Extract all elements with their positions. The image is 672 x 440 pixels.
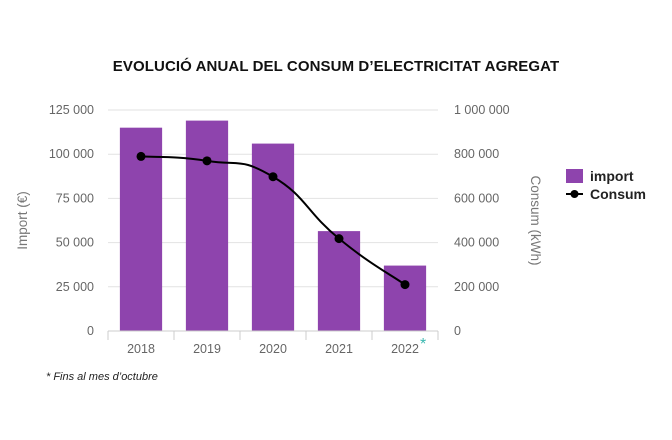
bar-import-2019 bbox=[185, 120, 229, 331]
point-consum-2020 bbox=[268, 172, 278, 182]
bar-import-2020 bbox=[251, 143, 295, 331]
point-consum-2019 bbox=[202, 156, 212, 166]
legend-marker-consum bbox=[570, 190, 579, 198]
y-right-tick-label: 200 000 bbox=[454, 280, 499, 294]
point-consum-2018 bbox=[136, 151, 146, 161]
legend: import Consum bbox=[566, 168, 646, 202]
y-left-tick-label: 100 000 bbox=[49, 147, 94, 161]
point-consum-2021 bbox=[334, 234, 344, 244]
point-consum-2022 bbox=[400, 280, 410, 290]
y-right-tick-label: 400 000 bbox=[454, 236, 499, 250]
y-left-tick-label: 25 000 bbox=[56, 280, 94, 294]
y-right-tick-label: 800 000 bbox=[454, 147, 499, 161]
bar-import-2018 bbox=[119, 127, 163, 332]
x-tick-marker: * bbox=[420, 336, 426, 353]
chart-title: EVOLUCIÓ ANUAL DEL CONSUM D’ELECTRICITAT… bbox=[112, 58, 560, 75]
y-right-tick-label: 0 bbox=[454, 324, 461, 338]
y-left-tick-label: 75 000 bbox=[56, 191, 94, 205]
legend-swatch-import bbox=[566, 169, 583, 183]
y-right-tick-label: 1 000 000 bbox=[454, 103, 510, 117]
x-tick-label: 2018 bbox=[127, 342, 155, 356]
legend-label-consum: Consum bbox=[590, 186, 646, 202]
footnote: * Fins al mes d’octubre bbox=[46, 371, 158, 383]
y-right-axis-title: Consum (kWh) bbox=[528, 175, 543, 265]
x-tick-label: 2021 bbox=[325, 342, 353, 356]
bar-import-2021 bbox=[317, 231, 361, 331]
axes: 0 0 25 000 200 000 50 000 400 000 75 000 600 00… bbox=[15, 103, 543, 356]
line-series-consum bbox=[136, 151, 410, 290]
x-tick-label: 2022 bbox=[391, 342, 419, 356]
y-right-tick-label: 600 000 bbox=[454, 191, 499, 205]
y-left-axis-title: Import (€) bbox=[15, 191, 30, 250]
x-tick-label: 2020 bbox=[259, 342, 287, 356]
legend-label-import: import bbox=[590, 168, 634, 184]
y-left-tick-label: 0 bbox=[87, 324, 94, 338]
y-left-tick-label: 50 000 bbox=[56, 236, 94, 250]
bar-series-import bbox=[119, 120, 427, 332]
x-tick-label: 2019 bbox=[193, 342, 221, 356]
y-left-tick-label: 125 000 bbox=[49, 103, 94, 117]
